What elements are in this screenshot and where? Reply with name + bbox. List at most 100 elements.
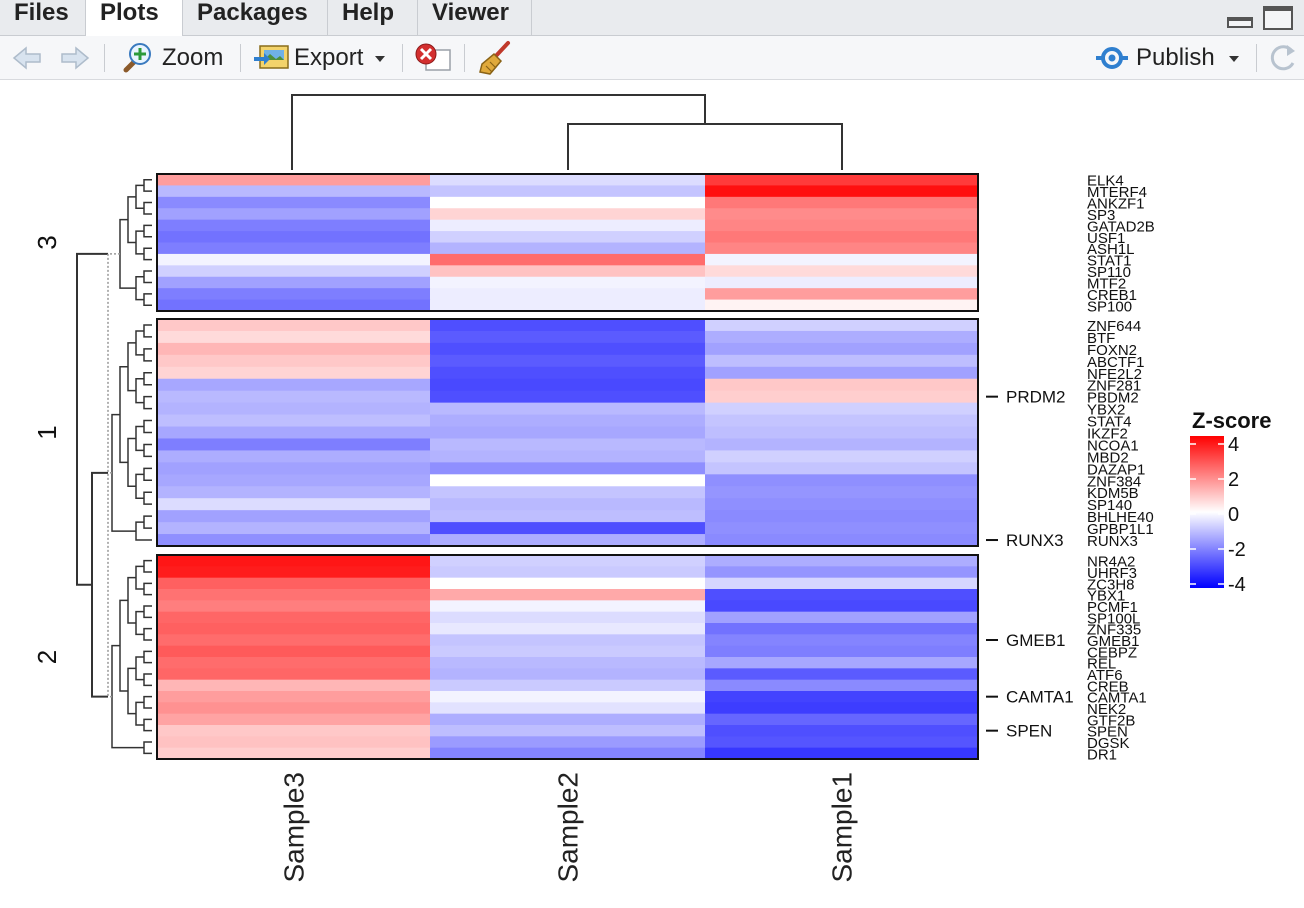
gene-label: NFE2L2 — [1087, 366, 1142, 383]
heatmap-cell — [430, 747, 706, 760]
row-dendrogram-branch — [143, 395, 152, 410]
heatmap-cell — [430, 208, 706, 221]
gene-label: FOXN2 — [1087, 342, 1137, 359]
row-dendrogram-branch — [135, 184, 144, 209]
gene-label: ANKZF1 — [1087, 196, 1145, 213]
tab-files[interactable]: Files — [0, 0, 86, 36]
heatmap-cell — [157, 474, 431, 487]
gene-label: ASH1L — [1087, 241, 1135, 258]
row-dendrogram-branch — [143, 419, 152, 434]
gene-label: USF1 — [1087, 230, 1125, 247]
heatmap-cell — [705, 299, 979, 312]
heatmap-cell — [705, 438, 979, 451]
clear-plots-broom-icon[interactable] — [476, 40, 516, 76]
heatmap-cell — [430, 534, 706, 547]
cluster-label: 1 — [32, 425, 62, 439]
heatmap-cell — [430, 522, 706, 535]
legend-tick-label: 4 — [1228, 434, 1239, 456]
forward-arrow-icon[interactable] — [58, 44, 92, 72]
row-dendrogram-branch — [143, 270, 152, 284]
row-dendrogram-branch — [143, 348, 152, 362]
heatmap-cell — [705, 288, 979, 301]
toolbar-divider — [402, 44, 403, 72]
row-dendrogram-branch — [143, 695, 152, 709]
row-dendrogram-branch — [143, 443, 152, 458]
row-split-labels: 3 1 2 — [32, 235, 62, 664]
gene-label: GTF2B — [1087, 712, 1135, 729]
row-dendrogram-branch — [143, 293, 152, 307]
legend-tick-label: -4 — [1228, 574, 1246, 596]
heatmap-cell — [157, 486, 431, 499]
toolbar-divider — [240, 44, 241, 72]
heatmap-cell — [430, 299, 706, 312]
tab-plots[interactable]: Plots — [86, 0, 183, 37]
row-dendrogram-branch — [143, 178, 152, 192]
heatmap-cell — [430, 185, 706, 198]
heatmap-cell — [705, 611, 979, 624]
gene-label: ZC3H8 — [1087, 576, 1135, 593]
row-dendrogram-branch — [135, 230, 144, 255]
zoom-button[interactable]: Zoom — [118, 36, 230, 80]
heatmap-cell — [430, 691, 706, 703]
heatmap-cell — [157, 522, 431, 535]
heatmap-cell — [705, 555, 979, 567]
back-arrow-icon[interactable] — [10, 44, 44, 72]
tab-packages[interactable]: Packages — [183, 0, 328, 36]
heatmap-cell — [705, 219, 979, 232]
heatmap-cell — [705, 645, 979, 658]
heatmap-cell — [705, 498, 979, 511]
gene-label: GATAD2B — [1087, 218, 1155, 235]
heatmap-cell — [157, 566, 431, 579]
heatmap-cell — [430, 668, 706, 681]
toolbar-divider — [104, 44, 105, 72]
heatmap-cell — [705, 736, 979, 749]
heatmap-cell — [430, 450, 706, 463]
gene-label: GPBP1L1 — [1087, 521, 1154, 538]
heatmap-cell — [705, 414, 979, 428]
heatmap-cell — [430, 462, 706, 475]
minimize-icon[interactable] — [1227, 17, 1253, 28]
gene-label: SP3 — [1087, 207, 1115, 224]
gene-label: RUNX3 — [1087, 533, 1138, 550]
mark-annotations: PRDM2 RUNX3 GMEB1 CAMTA1 SPEN — [986, 388, 1074, 741]
gene-label: BTF — [1087, 330, 1115, 347]
maximize-icon[interactable] — [1263, 6, 1293, 30]
heatmap-cell — [157, 208, 431, 221]
row-dendrogram-branch — [135, 610, 144, 636]
heatmap-cell — [430, 354, 706, 368]
heatmap-cell — [705, 657, 979, 669]
heatmap-cell — [430, 577, 706, 590]
heatmap-cell — [430, 366, 706, 380]
gene-label: SPEN — [1087, 724, 1128, 741]
heatmap-cell — [157, 725, 431, 737]
gene-label: PBDM2 — [1087, 390, 1139, 407]
tab-help[interactable]: Help — [328, 0, 418, 36]
heatmap-cell — [157, 702, 431, 715]
row-dendrogram-branch — [119, 599, 128, 692]
row-dendrogram-branch — [127, 437, 136, 488]
remove-plot-icon[interactable] — [412, 42, 454, 74]
publish-menu-button[interactable]: Publish — [1092, 36, 1252, 80]
gene-label: STAT4 — [1087, 414, 1131, 431]
tab-files-label: Files — [14, 0, 69, 26]
gene-label: DR1 — [1087, 746, 1117, 763]
refresh-icon[interactable] — [1266, 42, 1300, 74]
heatmap-cell — [705, 354, 979, 368]
tab-viewer[interactable]: Viewer — [418, 0, 532, 36]
heatmap-cell — [705, 702, 979, 715]
heatmap-cell — [157, 414, 431, 428]
row-dendrogram-branch — [135, 521, 144, 541]
heatmap-cell — [705, 600, 979, 613]
heatmap-cell — [430, 342, 706, 356]
heatmap-cell — [157, 354, 431, 368]
export-menu-button[interactable]: Export — [252, 36, 392, 80]
column-dendrogram — [291, 94, 843, 170]
heatmap-cell — [705, 231, 979, 243]
heatmap-cell — [430, 611, 706, 624]
heatmap-cell — [705, 426, 979, 439]
heatmap-cell — [157, 645, 431, 658]
gene-label: DAZAP1 — [1087, 461, 1145, 478]
heatmap-cell — [705, 366, 979, 380]
publish-icon — [1096, 47, 1128, 69]
heatmap-cell — [157, 330, 431, 344]
